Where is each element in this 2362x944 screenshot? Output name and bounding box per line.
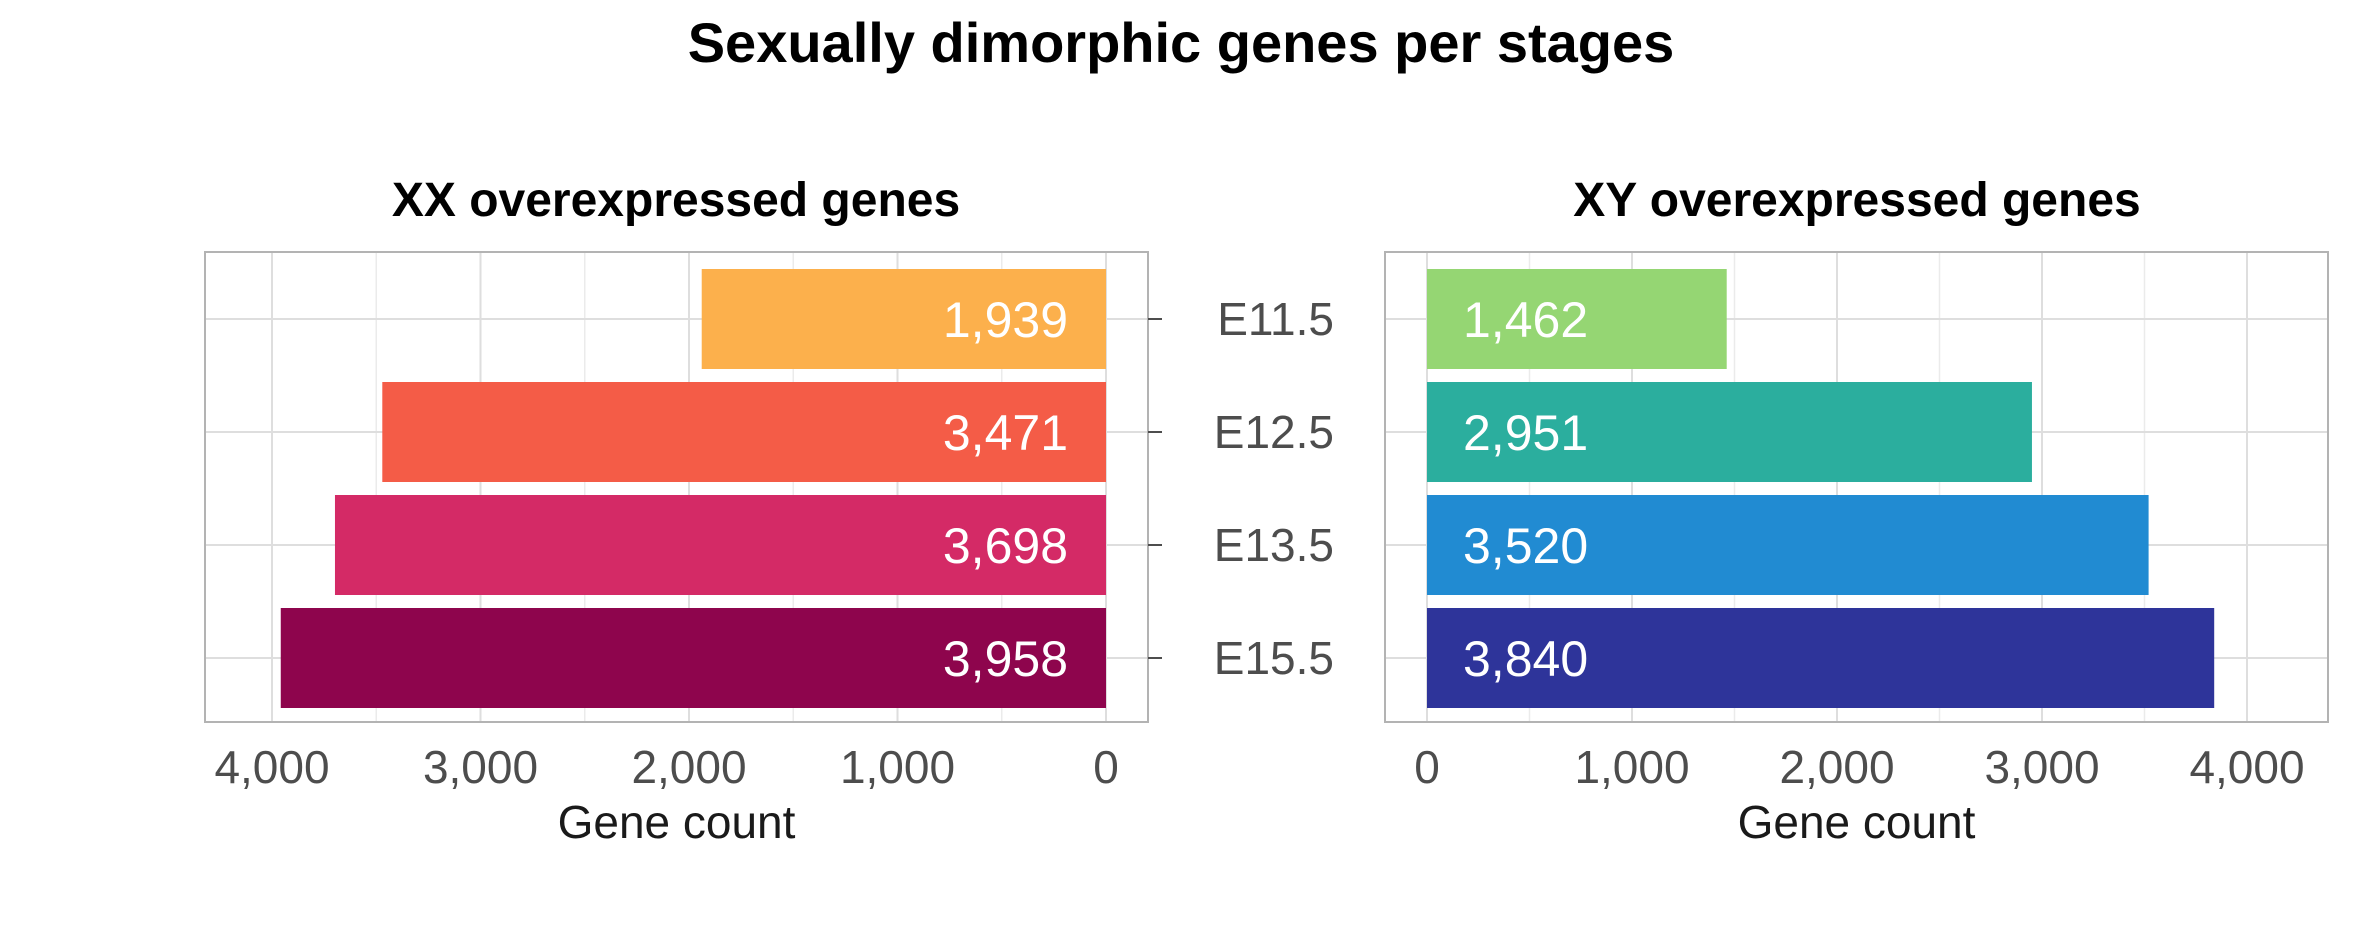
xy-panel: XY overexpressed genes 1,462 2,951 3,520 3,8…: [1384, 174, 2329, 848]
xx-bar-E12.5: [382, 382, 1106, 482]
chart-title: Sexually dimorphic genes per stages: [688, 11, 1675, 74]
xx-bar-E13.5: [334, 495, 1106, 595]
xx-panel-title: XX overexpressed genes: [392, 174, 960, 227]
xx-tick-label: 4,000: [214, 741, 329, 793]
xy-bar-label-E12.5: 2,951: [1463, 405, 1588, 461]
xx-panel-border: [204, 251, 1149, 723]
xx-bar-label-E13.5: 3,698: [943, 518, 1068, 574]
xy-bar-E15.5: [1427, 608, 2215, 708]
xy-axis-title: Gene count: [1738, 796, 1976, 848]
stage-label-E11.5: E11.5: [1217, 293, 1334, 345]
xy-tick-label: 0: [1414, 741, 1440, 793]
xx-bar-E11.5: [701, 269, 1106, 369]
xx-bar-E15.5: [280, 608, 1107, 708]
stage-label-E13.5: E13.5: [1214, 519, 1334, 571]
xy-tick-label: 4,000: [2189, 741, 2304, 793]
xy-panel-title: XY overexpressed genes: [1573, 174, 2140, 227]
xx-tick-label: 0: [1093, 741, 1119, 793]
xy-bar-label-E13.5: 3,520: [1463, 518, 1588, 574]
xx-axis-title: Gene count: [558, 796, 796, 848]
xx-panel: XX overexpressed genes 1,939 3,471 3,698 3,9…: [204, 174, 1149, 848]
xy-panel-border: [1384, 251, 2329, 723]
xx-bar-label-E11.5: 1,939: [943, 292, 1068, 348]
xy-tick-label: 2,000: [1779, 741, 1894, 793]
xx-bar-label-E12.5: 3,471: [943, 405, 1068, 461]
xy-tick-label: 3,000: [1984, 741, 2099, 793]
xy-bar-label-E15.5: 3,840: [1463, 631, 1588, 687]
xx-bar-label-E15.5: 3,958: [943, 631, 1068, 687]
xy-bar-E13.5: [1427, 495, 2149, 595]
xy-bar-E11.5: [1427, 269, 1727, 369]
xx-tick-label: 2,000: [631, 741, 746, 793]
xy-bar-label-E11.5: 1,462: [1463, 292, 1588, 348]
xy-bar-E12.5: [1427, 382, 2032, 482]
stage-label-E15.5: E15.5: [1214, 632, 1334, 684]
xy-tick-label: 1,000: [1574, 741, 1689, 793]
xx-tick-label: 3,000: [423, 741, 538, 793]
stage-label-E12.5: E12.5: [1214, 406, 1334, 458]
xx-tick-label: 1,000: [840, 741, 955, 793]
stage-labels: E11.5 E12.5 E13.5 E15.5: [1148, 293, 1334, 684]
